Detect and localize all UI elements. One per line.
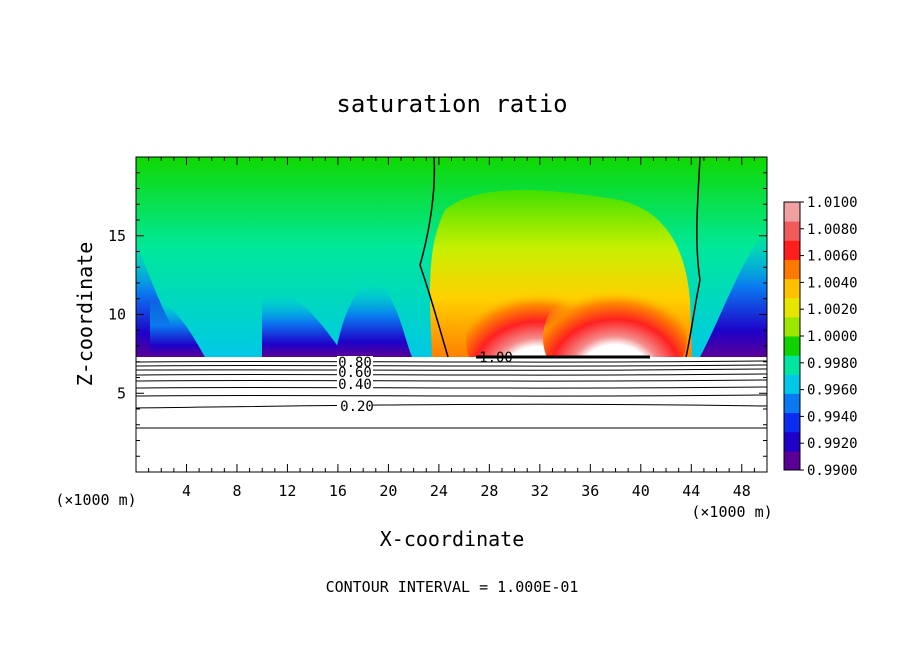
- colorbar-swatch: [784, 393, 800, 414]
- colorbar-swatch: [784, 431, 800, 452]
- contour-line: [136, 386, 767, 389]
- colorbar-swatch: [784, 221, 800, 241]
- x-tick-label: 24: [430, 482, 448, 500]
- colorbar-swatch: [784, 297, 800, 318]
- colorbar-swatch: [784, 240, 800, 260]
- x-tick-label: 44: [682, 482, 700, 500]
- y-tick-label: 5: [117, 384, 126, 402]
- x-tick-label: 16: [329, 482, 347, 500]
- x-tick-label: 32: [531, 482, 549, 500]
- contour-unity-left: [419, 157, 449, 358]
- plot-area: 0.80 0.60 0.40 0.20 1.00: [136, 157, 767, 472]
- contour-line: [136, 403, 767, 409]
- x-axis-label: X-coordinate: [380, 527, 525, 551]
- chart-title: saturation ratio: [336, 90, 567, 118]
- colorbar-swatch: [784, 355, 800, 375]
- colorbar-label: 0.9980: [807, 356, 858, 372]
- contour-label-100: 1.00: [479, 350, 513, 366]
- contour-line: [136, 427, 767, 429]
- x-tick-label: 4: [182, 482, 191, 500]
- colorbar-swatch: [784, 202, 800, 222]
- colorbar-label: 1.0100: [807, 195, 858, 211]
- colorbar-swatch: [784, 412, 800, 433]
- dry-region-mid: [262, 294, 345, 357]
- colorbar-label: 0.9900: [807, 463, 858, 479]
- contour-labels: 0.80 0.60 0.40 0.20 1.00: [337, 350, 513, 415]
- contour-line: [136, 373, 767, 376]
- colorbar-swatch: [784, 316, 800, 337]
- x-tick-label: 28: [480, 482, 498, 500]
- colorbar-swatch: [784, 374, 800, 394]
- contour-line: [136, 364, 767, 367]
- colorbar-swatch: [784, 450, 800, 471]
- colorbar-label: 1.0020: [807, 302, 858, 318]
- contour-interval-footer: CONTOUR INTERVAL = 1.000E-01: [326, 578, 579, 596]
- colorbar: 0.9900 0.9920 0.9940 0.9960 0.9980 1.0000 1.00…: [783, 195, 858, 479]
- colorbar-label: 0.9960: [807, 383, 858, 399]
- colorbar-label: 1.0080: [807, 222, 858, 238]
- x-tick-label: 12: [278, 482, 296, 500]
- dry-region-left-2: [150, 300, 205, 357]
- x-unit-left: (×1000 m): [55, 491, 136, 509]
- colorbar-label: 1.0040: [807, 275, 858, 291]
- contour-line: [136, 394, 767, 397]
- colorbar-swatch: [784, 278, 800, 299]
- below-cloud-base: [136, 357, 767, 472]
- contour-label-060: 0.60: [338, 365, 372, 381]
- colorbar-swatch: [784, 259, 800, 280]
- contour-line: [136, 368, 767, 371]
- contour-line: [136, 379, 767, 382]
- dry-region-left-1: [136, 240, 190, 357]
- colorbar-label: 1.0060: [807, 249, 858, 265]
- contour-line: [136, 360, 767, 363]
- contour-lines: [136, 360, 767, 429]
- contour-label-080: 0.80: [338, 355, 372, 371]
- x-tick-label: 20: [379, 482, 397, 500]
- colorbar-label: 1.0000: [807, 329, 858, 345]
- contour-unity-right: [685, 157, 701, 358]
- x-tick-label: 36: [581, 482, 599, 500]
- x-tick-label: 8: [232, 482, 241, 500]
- dry-region-right: [700, 230, 767, 357]
- x-tick-label: 48: [733, 482, 751, 500]
- y-tick-label: 10: [108, 306, 126, 324]
- x-tick-label: 40: [632, 482, 650, 500]
- y-axis-label: Z-coordinate: [73, 242, 97, 387]
- x-unit-right: (×1000 m): [691, 503, 772, 521]
- colorbar-label: 0.9920: [807, 436, 858, 452]
- dry-region-mid-2: [335, 283, 412, 357]
- colorbar-swatch: [784, 336, 800, 356]
- y-tick-label: 15: [108, 227, 126, 245]
- contour-label-040: 0.40: [338, 377, 372, 393]
- colorbar-label: 0.9940: [807, 409, 858, 425]
- contour-label-020: 0.20: [340, 399, 374, 415]
